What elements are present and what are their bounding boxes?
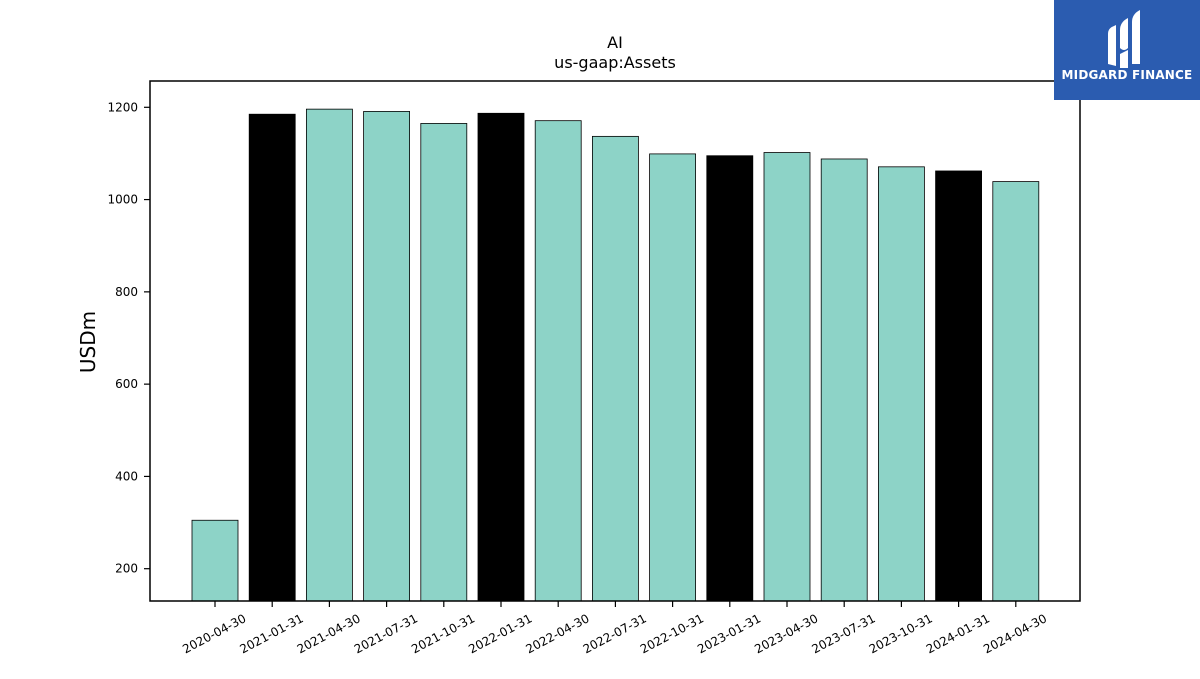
x-tick-label: 2021-07-31 bbox=[352, 611, 420, 656]
x-tick-label: 2024-01-31 bbox=[924, 611, 992, 656]
bar-2022-01-31 bbox=[477, 112, 525, 602]
bar-2022-10-31 bbox=[649, 153, 696, 602]
x-tick-label: 2022-04-30 bbox=[523, 611, 591, 656]
bar-2021-10-31 bbox=[420, 123, 468, 602]
chart-subtitle: us-gaap:Assets bbox=[554, 53, 676, 72]
chart-title: AI bbox=[607, 33, 623, 52]
y-tick-label: 800 bbox=[115, 285, 138, 299]
bar-2022-07-31 bbox=[592, 135, 639, 602]
y-axis-ticks: 200 400 600 800 1000 1200 bbox=[107, 100, 150, 576]
y-tick-label: 1200 bbox=[107, 100, 138, 114]
bar-2021-01-31 bbox=[248, 113, 296, 602]
x-tick-label: 2020-04-30 bbox=[180, 611, 248, 656]
y-tick-label: 200 bbox=[115, 562, 138, 576]
x-tick-label: 2021-01-31 bbox=[237, 611, 305, 656]
bar-2023-07-31 bbox=[820, 158, 868, 602]
x-tick-label: 2022-10-31 bbox=[638, 611, 706, 656]
midgard-m-logo-icon bbox=[1108, 10, 1140, 68]
bar-2023-10-31 bbox=[878, 166, 925, 602]
x-tick-label: 2022-01-31 bbox=[466, 611, 534, 656]
bar-2020-04-30 bbox=[191, 519, 239, 602]
y-tick-label: 400 bbox=[115, 469, 138, 483]
x-tick-label: 2021-04-30 bbox=[295, 611, 363, 656]
bar-2024-01-31 bbox=[935, 170, 982, 602]
x-tick-label: 2023-10-31 bbox=[867, 611, 935, 656]
brand-logo: MIDGARD FINANCE bbox=[1054, 0, 1200, 100]
brand-name: MIDGARD FINANCE bbox=[1061, 68, 1193, 82]
bar-2021-07-31 bbox=[363, 111, 411, 602]
x-tick-label: 2024-04-30 bbox=[981, 611, 1049, 656]
x-tick-label: 2022-07-31 bbox=[581, 611, 649, 656]
x-tick-label: 2023-04-30 bbox=[752, 611, 820, 656]
x-axis-ticks: 2020-04-302021-01-312021-04-302021-07-31… bbox=[180, 601, 1049, 656]
y-axis-label: USDm bbox=[76, 311, 100, 373]
plot-frame bbox=[149, 80, 1081, 602]
x-tick-label: 2023-01-31 bbox=[695, 611, 763, 656]
bar-2023-01-31 bbox=[706, 155, 754, 602]
bar-2024-04-30 bbox=[992, 181, 1040, 602]
y-tick-label: 1000 bbox=[107, 193, 138, 207]
bar-2021-04-30 bbox=[305, 108, 353, 602]
bar-2023-04-30 bbox=[763, 152, 811, 602]
y-tick-label: 600 bbox=[115, 377, 138, 391]
bar-2022-04-30 bbox=[534, 120, 582, 602]
bars-layer bbox=[191, 108, 1040, 602]
x-tick-label: 2021-10-31 bbox=[409, 611, 477, 656]
x-tick-label: 2023-07-31 bbox=[809, 611, 877, 656]
